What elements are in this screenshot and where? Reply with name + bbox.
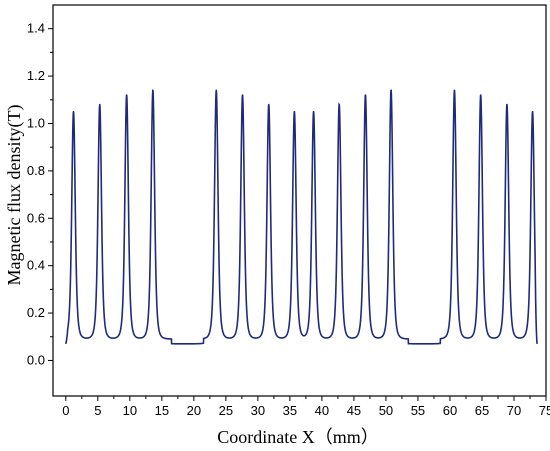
y-tick-label: 0.2 [27,305,45,320]
x-tick-label: 65 [475,403,489,418]
plot-area [65,89,538,345]
y-tick-label: 0.4 [27,258,45,273]
y-tick-label: 0.6 [27,210,45,225]
y-tick-label: 1.2 [27,68,45,83]
peak-point [98,103,101,106]
x-tick-label: 50 [379,403,393,418]
x-tick-label: 70 [507,403,521,418]
peak-point [364,94,367,96]
peak-point [215,89,218,92]
x-tick-label: 10 [123,403,137,418]
peak-point [506,103,508,106]
peak-point [72,110,75,113]
peak-point [152,89,154,92]
y-tick-label: 0.8 [27,163,45,178]
y-tick-label: 1.0 [27,115,45,130]
peak-point [312,110,315,113]
peak-point [531,110,534,113]
x-tick-label: 60 [443,403,457,418]
peak-point [453,89,456,92]
peak-point [267,103,270,106]
x-tick-label: 35 [283,403,297,418]
peak-point [479,94,482,96]
x-tick-label: 55 [411,403,425,418]
x-axis-label: Coordinate X（mm） [217,427,378,447]
x-tick-label: 15 [155,403,169,418]
peak-point [125,94,128,96]
x-tick-label: 30 [251,403,265,418]
peak-point [338,103,340,106]
x-tick-label: 45 [347,403,361,418]
y-tick-label: 1.4 [27,21,45,36]
plot-frame [52,4,547,397]
x-tick-label: 0 [62,403,69,418]
x-tick-label: 20 [187,403,201,418]
x-tick-label: 40 [315,403,329,418]
y-tick-label: 0.0 [27,352,45,367]
x-tick-label: 75 [539,403,550,418]
x-tick-label: 5 [94,403,101,418]
flux-density-series [65,89,538,345]
peak-point [241,94,244,96]
y-axis-label: Magnetic flux density(T) [4,105,25,286]
peak-point [390,89,392,92]
peak-point [293,110,296,113]
x-tick-label: 25 [219,403,233,418]
axes: 0 5 10 15 20 25 30 35 40 45 50 55 60 65 70 75 0.0 0.2 0.4 0… [27,4,550,418]
